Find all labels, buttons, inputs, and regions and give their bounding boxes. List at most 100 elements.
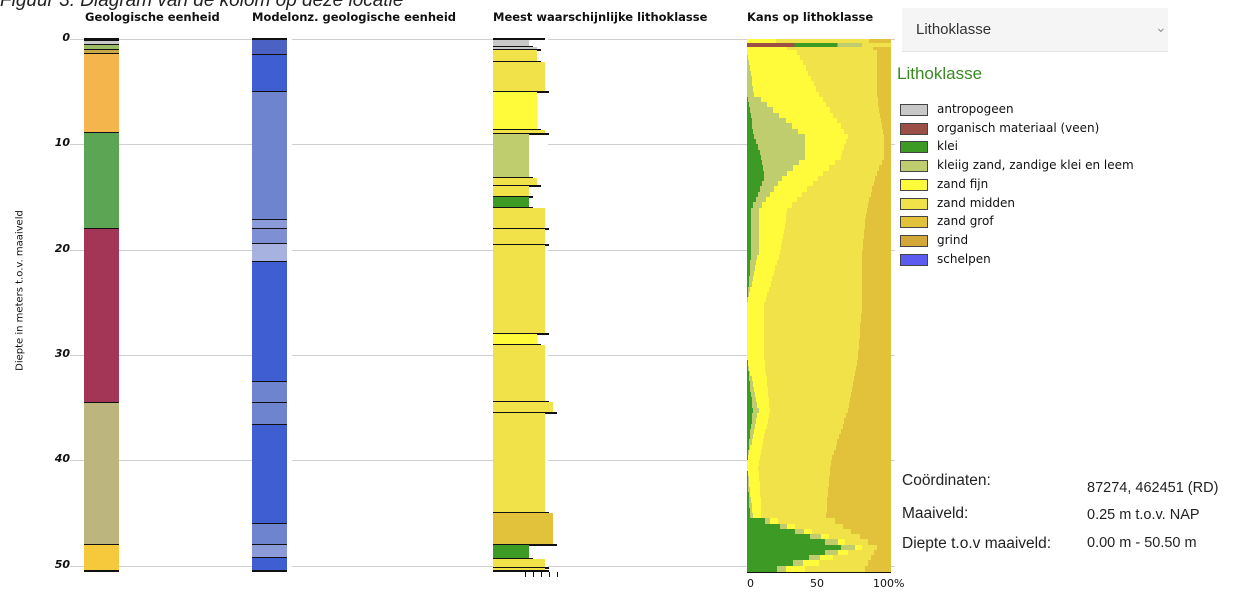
probability-cell	[804, 149, 843, 156]
probability-cell	[861, 312, 892, 319]
probability-cell	[750, 386, 755, 393]
layer-boundary	[493, 38, 545, 40]
layer-segment	[493, 245, 545, 334]
legend-label: klei	[937, 139, 958, 154]
probability-cell	[747, 328, 765, 335]
probability-cell	[822, 96, 878, 103]
probability-cell	[747, 476, 750, 483]
probability-cell	[757, 144, 805, 151]
probability-cell	[747, 365, 749, 372]
probability-cell	[747, 291, 749, 298]
probability-cell	[878, 102, 892, 109]
probability-cell	[748, 449, 750, 456]
grid-line	[292, 460, 493, 462]
probability-cell	[862, 244, 892, 251]
probability-cell	[883, 154, 892, 161]
probability-cell	[751, 228, 759, 235]
probability-cell	[747, 507, 750, 514]
layer-segment	[252, 382, 287, 404]
probability-cell	[747, 333, 765, 340]
probability-cell	[747, 402, 753, 409]
probability-cell	[785, 565, 805, 572]
probability-cell	[766, 197, 798, 203]
probability-cell	[752, 81, 814, 87]
probability-cell	[747, 149, 760, 156]
layer-segment	[84, 39, 119, 42]
probability-cell	[823, 170, 878, 177]
grid-line	[292, 144, 493, 146]
probability-cell	[747, 249, 752, 256]
y-axis-title: Diepte in meters t.o.v. maaiveld	[14, 210, 26, 371]
probability-cell	[763, 439, 838, 446]
probability-cell	[747, 276, 750, 282]
probability-cell	[747, 281, 750, 288]
probability-cell	[787, 207, 867, 214]
col-title-lithoklasse: Meest waarschijnlijke lithoklasse	[493, 10, 708, 24]
probability-cell	[763, 170, 788, 177]
probability-cell	[837, 118, 882, 124]
layer-segment	[84, 49, 119, 54]
probability-cell	[833, 555, 872, 562]
probability-cell	[748, 476, 760, 483]
probability-cell	[759, 476, 830, 483]
layer-segment	[252, 403, 287, 425]
probability-cell	[780, 523, 788, 530]
probability-cell	[747, 118, 752, 124]
probability-cell	[747, 81, 753, 87]
probability-cell	[862, 544, 877, 551]
grid-line	[92, 460, 252, 462]
probability-cell	[859, 534, 892, 540]
grid-line	[891, 39, 895, 40]
probability-cell	[759, 470, 831, 477]
probability-cell	[747, 534, 811, 540]
lithoklasse-dropdown[interactable]: Lithoklasse ⌄	[902, 8, 1168, 52]
probability-cell	[826, 507, 892, 514]
grid-line	[70, 249, 84, 251]
layer-segment	[493, 49, 537, 63]
probability-cell	[803, 560, 820, 567]
probability-cell	[854, 370, 892, 377]
probability-cell	[781, 239, 864, 246]
probability-cell	[750, 370, 767, 377]
layer-segment	[493, 513, 553, 545]
probability-cell	[751, 207, 759, 214]
probability-cell	[761, 444, 837, 451]
layer-segment	[493, 62, 545, 92]
probability-cell	[753, 270, 775, 277]
probability-cell	[747, 49, 798, 56]
y-tick-0: 0	[62, 31, 70, 44]
probability-cell	[747, 381, 751, 388]
probability-cell	[778, 254, 863, 261]
probability-cell	[751, 497, 761, 504]
probability-cell	[749, 507, 753, 514]
probability-cell	[747, 75, 752, 82]
probability-cell	[747, 207, 752, 214]
probability-cell	[792, 123, 841, 130]
probability-cell	[826, 513, 892, 519]
probability-cell	[750, 491, 761, 498]
probability-cell	[747, 318, 765, 325]
probability-cell	[752, 412, 758, 419]
y-tick-20: 20	[54, 241, 70, 255]
probability-cell	[747, 96, 761, 103]
probability-cell	[747, 44, 787, 51]
probability-cell	[873, 549, 892, 556]
probability-cell	[804, 133, 849, 140]
probability-cell	[747, 344, 765, 351]
probability-cell	[804, 154, 841, 161]
probability-cell	[803, 528, 813, 535]
probability-cell	[747, 218, 752, 224]
probability-cell	[765, 428, 842, 435]
probability-cell	[748, 491, 751, 498]
probability-cell	[765, 297, 863, 303]
probability-cell	[848, 402, 892, 409]
layer-segment	[252, 544, 287, 559]
layer-segment	[493, 207, 545, 229]
layer-segment	[252, 558, 287, 571]
probability-cell	[754, 91, 820, 98]
probability-cell	[862, 286, 892, 293]
probability-cell	[747, 386, 751, 393]
probability-cell	[747, 212, 752, 219]
column-tick	[557, 572, 558, 577]
probability-cell	[856, 360, 892, 367]
